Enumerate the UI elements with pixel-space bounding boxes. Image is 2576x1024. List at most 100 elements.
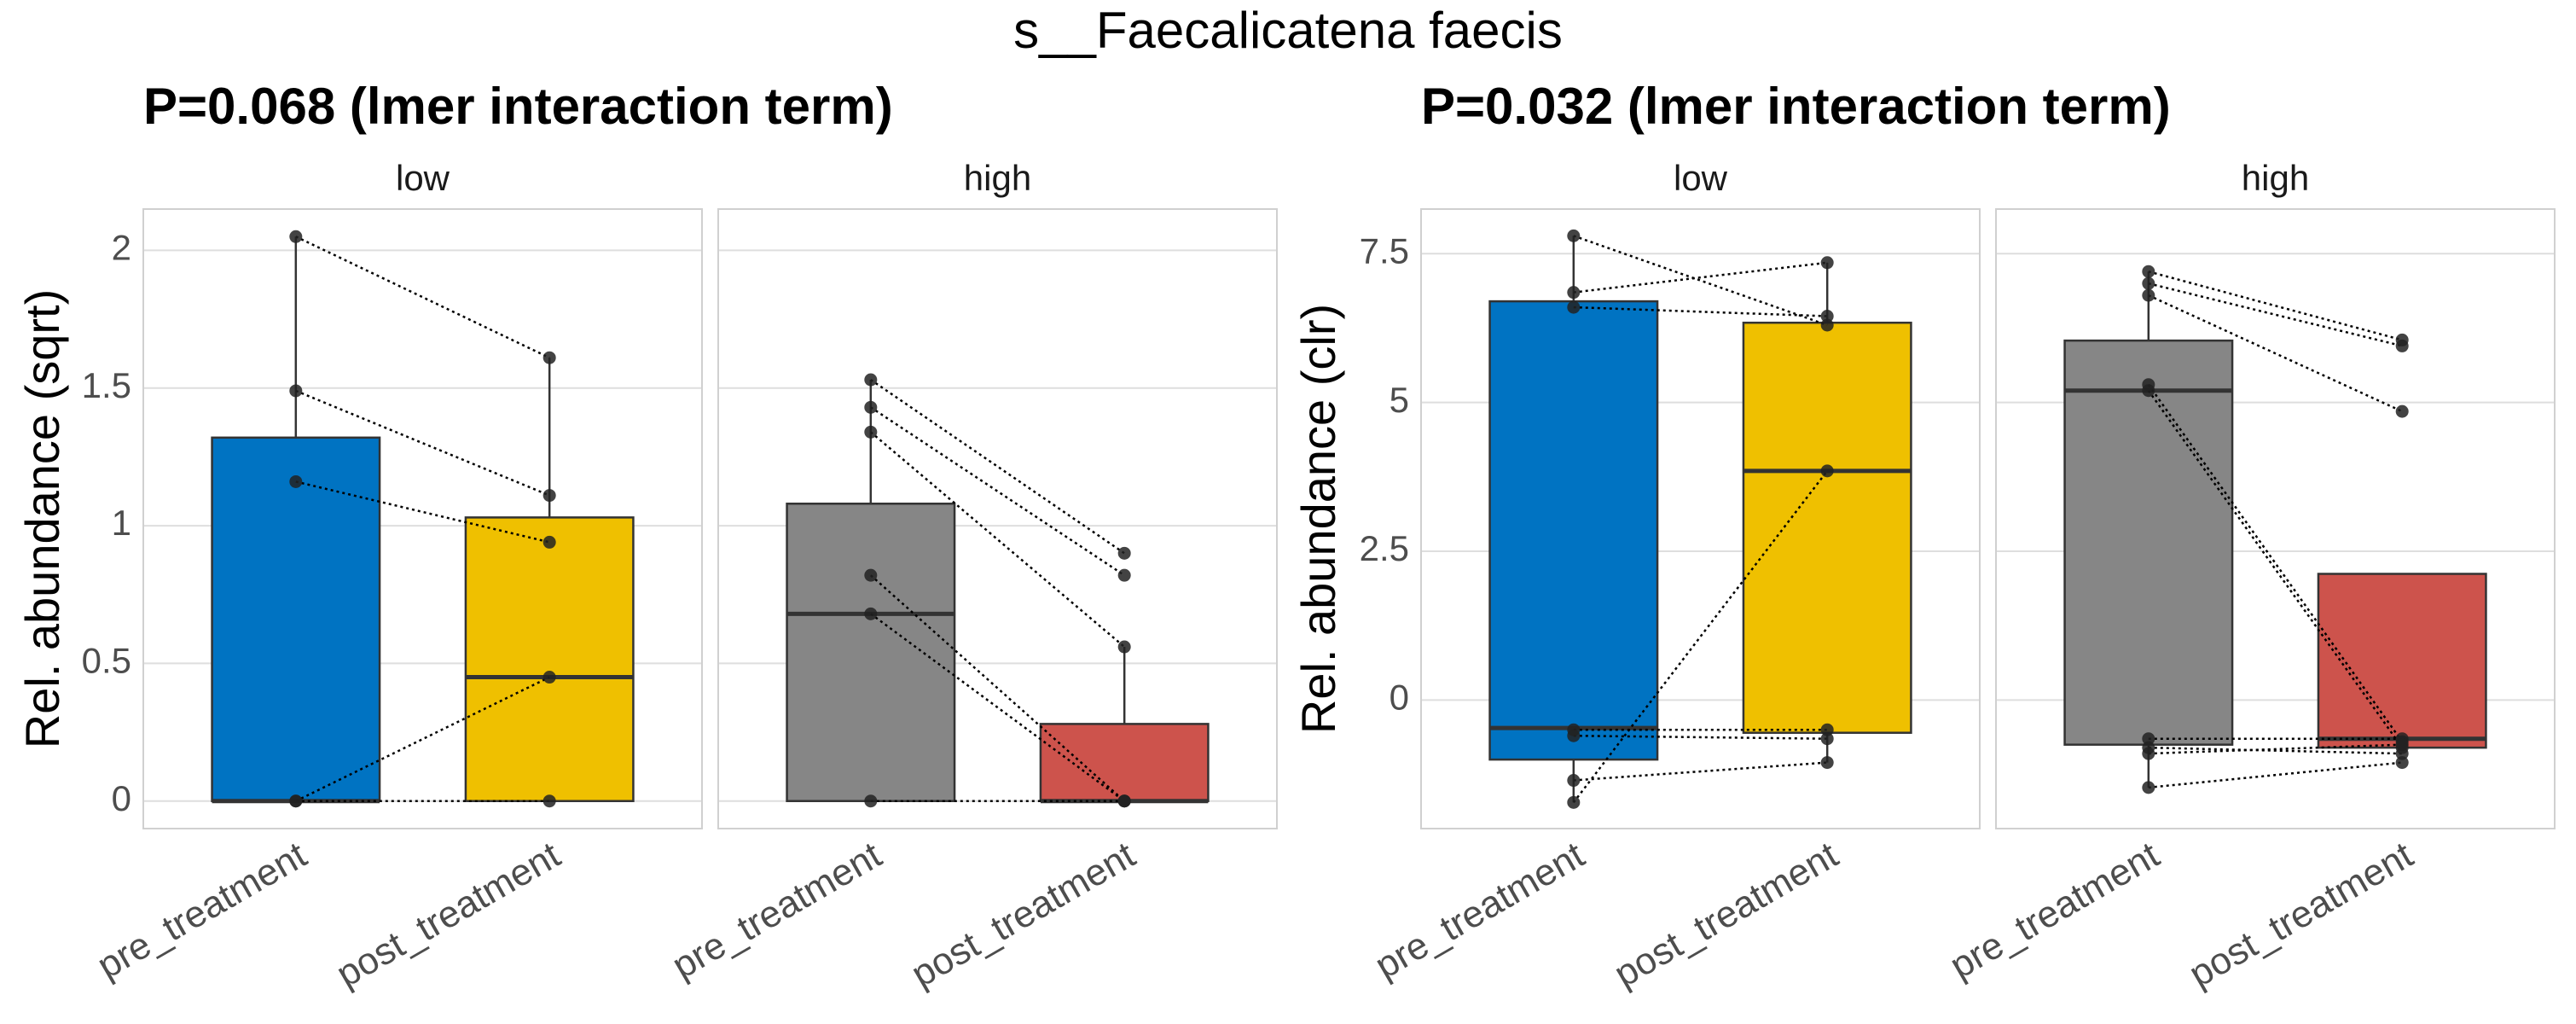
pair-line	[870, 431, 1125, 648]
point	[2142, 747, 2155, 760]
point	[289, 794, 303, 808]
point	[1567, 300, 1581, 314]
box	[2317, 573, 2487, 749]
point	[1567, 286, 1581, 300]
pair-line	[2148, 743, 2403, 755]
box	[786, 503, 956, 802]
pair-line	[2148, 294, 2403, 413]
point	[2395, 339, 2409, 352]
pair-line	[870, 613, 1125, 802]
panel-title: P=0.068 (lmer interaction term)	[143, 78, 893, 135]
point	[289, 384, 303, 398]
point	[1117, 640, 1131, 654]
facet-border	[1995, 208, 2556, 829]
x-tick-label: post_treatment	[904, 834, 1142, 995]
box	[2063, 339, 2234, 746]
point	[1567, 795, 1581, 809]
point	[2142, 288, 2155, 302]
pair-line	[295, 389, 550, 497]
pair-line	[295, 480, 550, 544]
pair-line	[2147, 389, 2404, 748]
x-tick-label: pre_treatment	[1943, 834, 2167, 986]
pair-line	[1573, 261, 1828, 294]
pair-line	[1572, 470, 1829, 804]
pair-line	[295, 236, 550, 359]
pair-line	[2148, 746, 2403, 755]
y-axis-label: Rel. abundance (sqrt)	[15, 289, 69, 749]
point	[864, 400, 878, 414]
point	[2395, 747, 2409, 760]
pair-line	[2148, 761, 2403, 789]
point	[2142, 384, 2155, 398]
point	[1820, 464, 1834, 478]
point	[2142, 276, 2155, 290]
y-tick-label: 0	[1390, 677, 1409, 717]
point	[2395, 738, 2409, 752]
box	[1488, 300, 1659, 761]
point	[864, 568, 878, 582]
y-tick-label: 2	[112, 227, 131, 267]
pair-line	[1573, 734, 1828, 740]
point	[1820, 756, 1834, 770]
x-tick-label: pre_treatment	[1368, 834, 1592, 986]
point	[289, 474, 303, 488]
point	[542, 671, 556, 684]
point	[1820, 732, 1834, 746]
panel-title: P=0.032 (lmer interaction term)	[1421, 78, 2171, 135]
point	[1117, 546, 1131, 560]
y-tick-label: 0.5	[82, 640, 131, 680]
point	[1567, 774, 1581, 788]
point	[2142, 265, 2155, 278]
y-tick-label: 5	[1390, 380, 1409, 420]
point	[542, 794, 556, 808]
facet-label: low	[1674, 158, 1728, 198]
point	[1567, 729, 1581, 742]
box	[211, 436, 381, 802]
facet-border	[717, 208, 1278, 829]
y-tick-label: 2.5	[1360, 528, 1409, 568]
facet-label: low	[396, 158, 450, 198]
x-tick-label: post_treatment	[1607, 834, 1845, 995]
x-tick-label: pre_treatment	[90, 834, 314, 986]
point	[542, 489, 556, 503]
x-tick-label: post_treatment	[329, 834, 567, 995]
point	[1820, 310, 1834, 323]
y-tick-label: 7.5	[1360, 230, 1409, 271]
y-tick-label: 1	[112, 503, 131, 543]
x-tick-label: pre_treatment	[665, 834, 889, 986]
pair-line	[869, 574, 1126, 802]
facet-label: high	[2242, 158, 2309, 198]
point	[2395, 404, 2409, 418]
pair-line	[2148, 271, 2403, 341]
point	[1820, 723, 1834, 736]
point	[542, 535, 556, 549]
point	[542, 351, 556, 364]
point	[2142, 732, 2155, 746]
box	[464, 516, 635, 802]
point	[2395, 756, 2409, 770]
point	[1820, 318, 1834, 332]
point	[1567, 229, 1581, 242]
pair-line	[1573, 305, 1828, 317]
point	[864, 607, 878, 620]
point	[864, 373, 878, 387]
facet-border	[142, 208, 703, 829]
pair-line	[1573, 761, 1828, 782]
point	[289, 230, 303, 243]
point	[864, 425, 878, 439]
y-axis-label: Rel. abundance (clr)	[1291, 304, 1345, 734]
x-tick-label: post_treatment	[2182, 834, 2420, 995]
point	[1117, 794, 1131, 808]
figure-title: s__Faecalicatena faecis	[1013, 2, 1563, 59]
box	[1039, 723, 1210, 802]
pair-line	[295, 676, 550, 802]
point	[1117, 568, 1131, 582]
y-tick-label: 1.5	[82, 365, 131, 405]
box	[1742, 321, 1912, 734]
facet-border	[1420, 208, 1981, 829]
pair-line	[2148, 282, 2403, 347]
y-tick-label: 0	[112, 778, 131, 818]
pair-line	[2147, 384, 2404, 742]
